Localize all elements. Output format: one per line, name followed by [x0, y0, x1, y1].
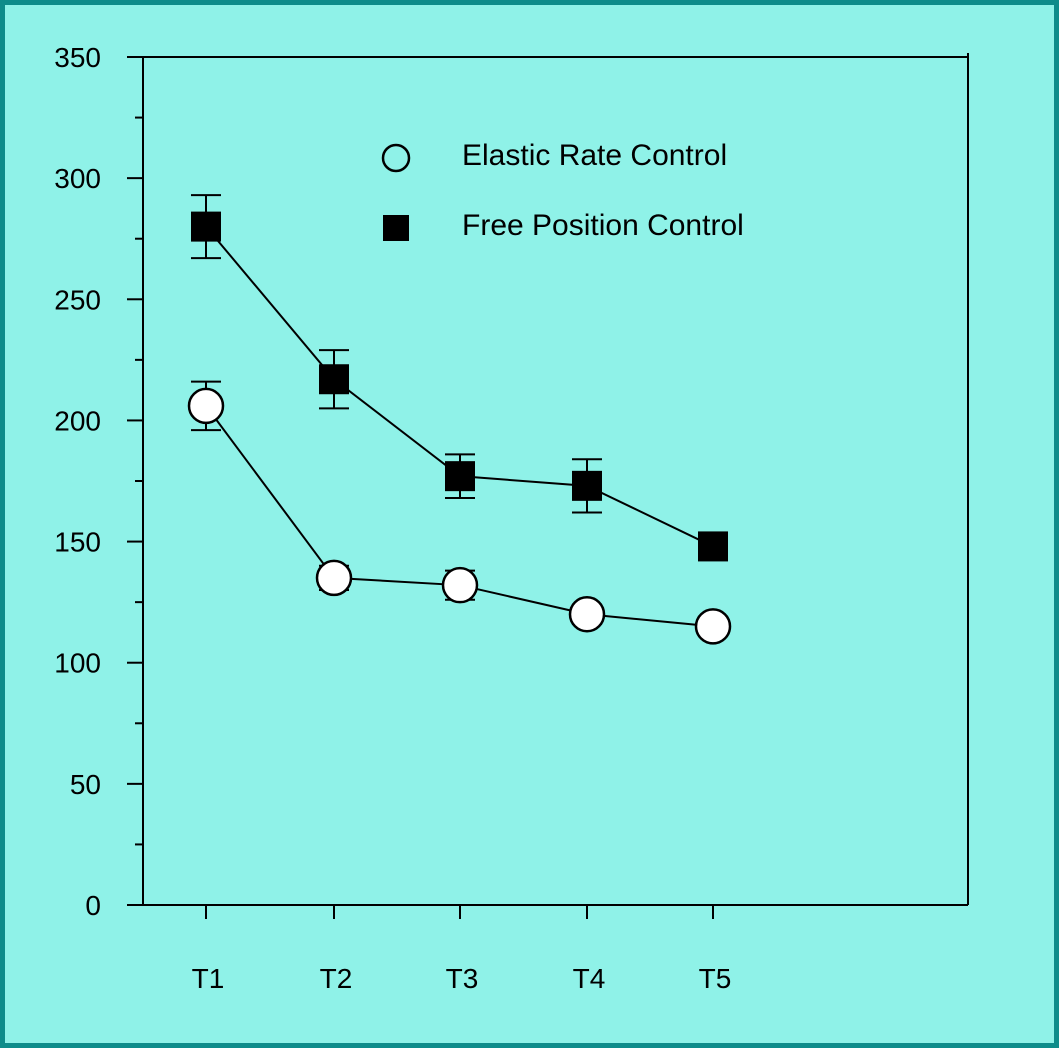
y-axis-ticks: 0 50 100 150 200 250 300 350 [54, 42, 143, 921]
legend-entry-1: Elastic Rate Control [381, 139, 727, 173]
x-tick-label: T3 [446, 963, 479, 994]
data-point [568, 596, 606, 633]
legend-marker-circle [381, 143, 411, 173]
y-tick-label: 250 [54, 284, 101, 315]
plot-frame [142, 53, 969, 906]
data-point [319, 364, 349, 395]
chart-background [5, 5, 1054, 1043]
y-tick-label: 350 [54, 42, 101, 73]
x-tick-label: T2 [320, 963, 353, 994]
x-tick-label: T5 [699, 963, 732, 994]
x-tick-label: T1 [192, 963, 225, 994]
x-axis-ticks: T1 T2 T3 T4 T5 [192, 905, 732, 994]
data-point [441, 566, 479, 604]
y-tick-label: 100 [54, 648, 101, 679]
y-tick-label: 150 [54, 527, 101, 558]
data-point [191, 211, 221, 242]
data-point [698, 531, 728, 562]
y-tick-label: 50 [70, 769, 101, 800]
chart-axes [142, 53, 969, 906]
data-point [187, 387, 225, 425]
data-point [572, 470, 602, 501]
data-point [315, 559, 353, 597]
y-tick-label: 200 [54, 405, 101, 436]
x-tick-label: T4 [573, 963, 606, 994]
y-tick-label: 0 [85, 890, 101, 921]
series-layer [187, 194, 732, 645]
data-point [694, 608, 732, 645]
legend-label: Elastic Rate Control [462, 139, 727, 172]
legend-entry-2: Free Position Control [383, 209, 744, 242]
series-2 [191, 194, 728, 562]
legend-label: Free Position Control [462, 209, 744, 242]
legend: Elastic Rate Control Free Position Contro… [381, 139, 744, 242]
legend-marker-square [383, 215, 409, 241]
series-1 [187, 380, 732, 645]
y-tick-label: 300 [54, 163, 101, 194]
data-point [445, 461, 475, 492]
